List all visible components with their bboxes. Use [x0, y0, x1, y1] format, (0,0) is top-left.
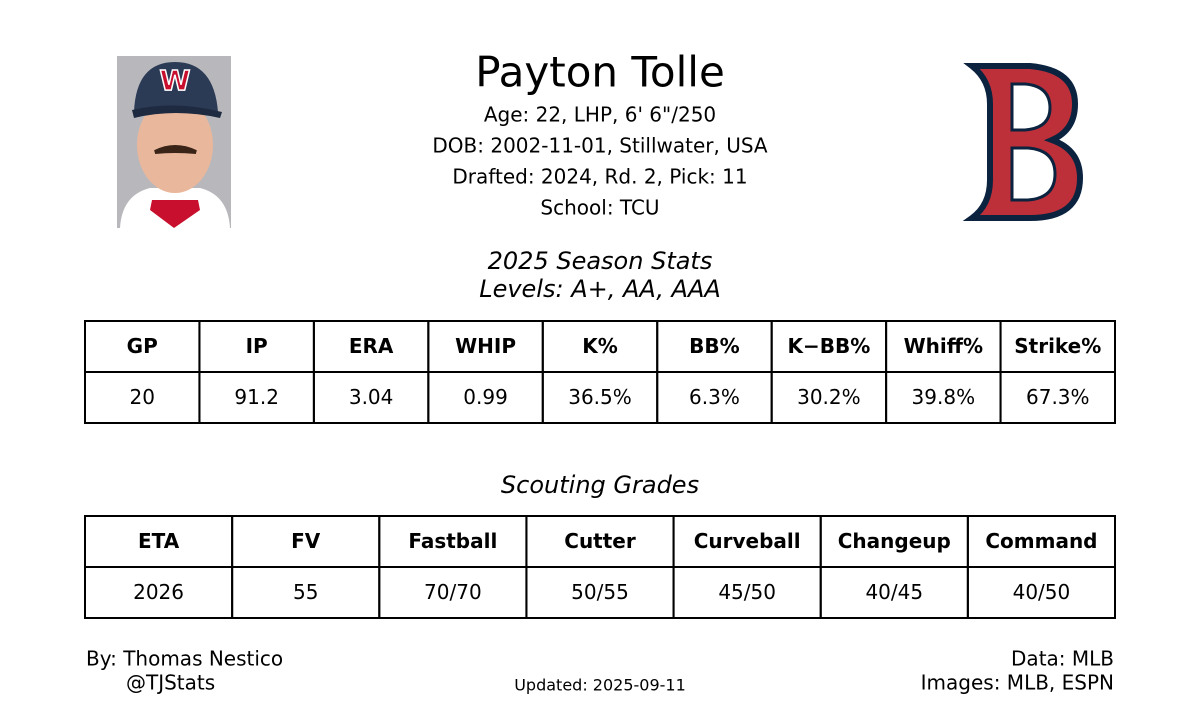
cell-value: 2026	[133, 580, 184, 604]
column-header: Changeup	[838, 529, 951, 553]
column-header: ETA	[138, 529, 180, 553]
column-header: K%	[582, 334, 618, 358]
headshot: W	[117, 56, 231, 228]
section-title: Scouting Grades	[501, 471, 699, 499]
cell-value: 3.04	[349, 385, 394, 409]
cell-value: 36.5%	[568, 385, 632, 409]
section-title: 2025 Season Stats	[488, 247, 713, 275]
section-subtitle: Levels: A+, AA, AAA	[479, 275, 721, 303]
cell-value: 30.2%	[797, 385, 861, 409]
bio-line: DOB: 2002-11-01, Stillwater, USA	[432, 134, 768, 158]
column-header: K−BB%	[787, 334, 870, 358]
cell-value: 45/50	[718, 580, 776, 604]
handle: @TJStats	[126, 671, 215, 695]
column-header: Strike%	[1014, 334, 1101, 358]
cell-value: 39.8%	[912, 385, 976, 409]
table-cell	[999, 371, 1116, 424]
column-header: WHIP	[455, 334, 516, 358]
column-header: Fastball	[408, 529, 497, 553]
cell-value: 0.99	[463, 385, 508, 409]
column-header: ERA	[349, 334, 394, 358]
bio-line: School: TCU	[540, 196, 659, 220]
updated: Updated: 2025-09-11	[514, 676, 686, 695]
cell-value: 67.3%	[1026, 385, 1090, 409]
cell-value: 55	[293, 580, 318, 604]
cell-value: 40/50	[1013, 580, 1071, 604]
bio-line: Drafted: 2024, Rd. 2, Pick: 11	[452, 165, 747, 189]
cell-value: 70/70	[424, 580, 482, 604]
cell-value: 20	[129, 385, 154, 409]
cell-value: 50/55	[571, 580, 629, 604]
image-source: Images: MLB, ESPN	[921, 671, 1114, 695]
bio-line: Age: 22, LHP, 6' 6"/250	[484, 103, 716, 127]
column-header: Command	[985, 529, 1097, 553]
player-name: Payton Tolle	[475, 48, 725, 97]
column-header: BB%	[689, 334, 740, 358]
column-header: FV	[291, 529, 321, 553]
svg-text:W: W	[160, 64, 191, 97]
author: By: Thomas Nestico	[86, 647, 283, 671]
table-cell	[966, 566, 1116, 619]
cell-value: 6.3%	[689, 385, 740, 409]
cell-value: 40/45	[865, 580, 923, 604]
cell-value: 91.2	[234, 385, 279, 409]
data-source: Data: MLB	[1011, 647, 1114, 671]
column-header: GP	[127, 334, 158, 358]
column-header: IP	[246, 334, 268, 358]
column-header: Whiff%	[904, 334, 983, 358]
column-header: Curveball	[694, 529, 801, 553]
team-logo	[962, 63, 1084, 221]
column-header: Cutter	[564, 529, 636, 553]
